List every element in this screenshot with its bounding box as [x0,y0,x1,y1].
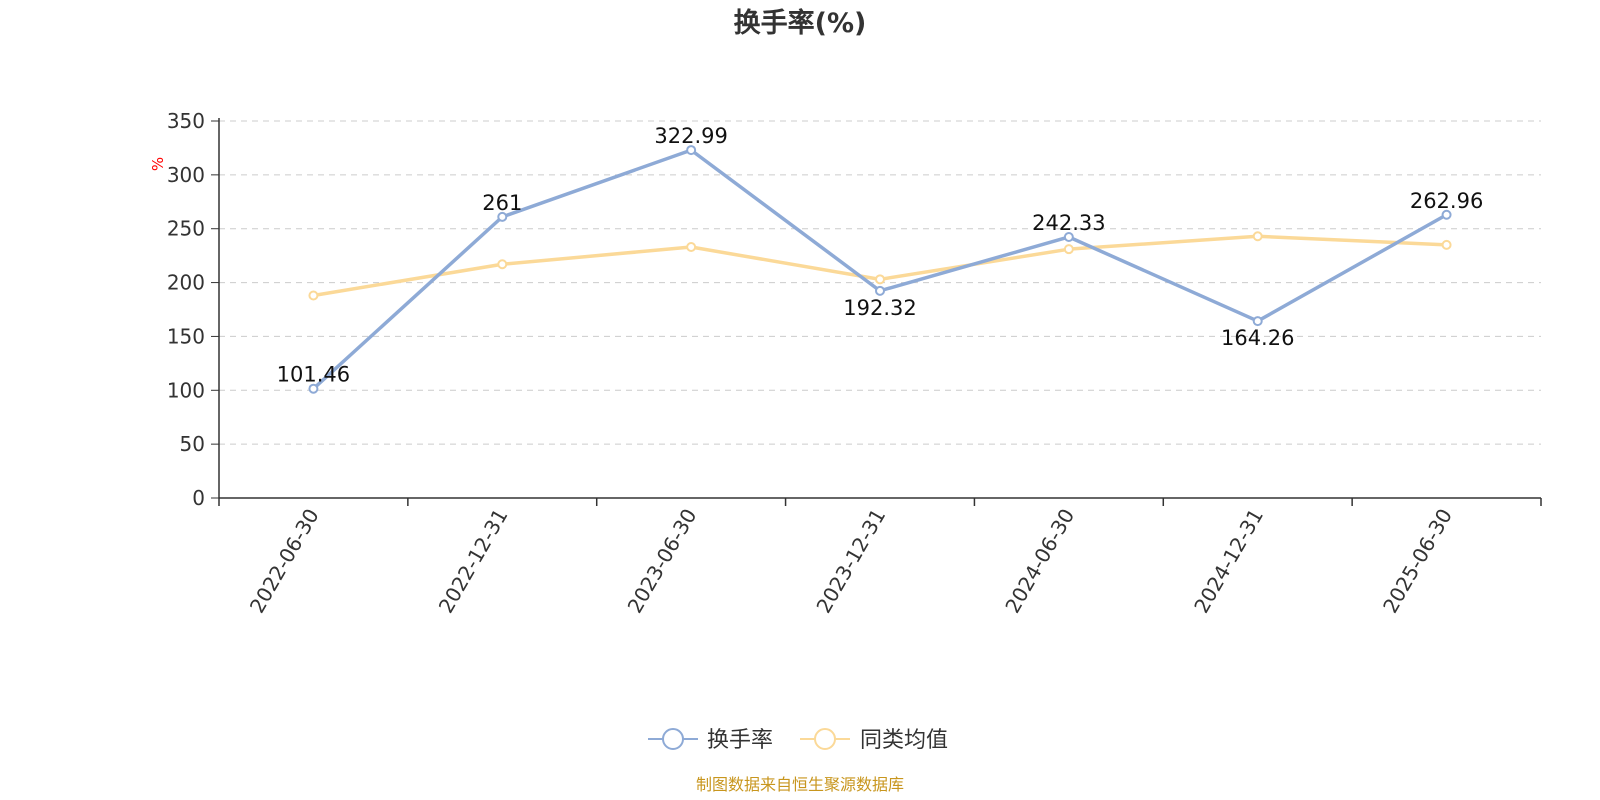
legend[interactable]: 换手率 同类均值 [648,728,948,753]
data-source-note: 制图数据来自恒生聚源数据库 [696,775,904,794]
series-0-point-6 [1441,209,1452,220]
data-label-2: 322.99 [654,124,727,148]
series-0-point-5 [1252,316,1263,327]
data-label-6: 262.96 [1410,189,1483,213]
series-1-point-0 [308,290,319,301]
data-label-1: 261 [482,191,522,215]
series-1-point-4 [1063,244,1074,255]
data-label-0: 101.46 [277,363,350,387]
series-0-point-0 [308,383,319,394]
x-tick-label-2022-12-31: 2022-12-31 [434,505,513,618]
x-tick-label-2022-06-30: 2022-06-30 [245,505,324,618]
x-tick-label-2023-12-31: 2023-12-31 [811,505,890,618]
x-tick-label-2024-06-30: 2024-06-30 [1000,505,1079,618]
x-tick-label-2025-06-30: 2025-06-30 [1378,505,1457,618]
series-1-point-3 [875,274,885,285]
data-label-3: 192.32 [843,296,916,320]
y-tick-label-100: 100 [167,378,205,402]
y-axis-unit: % [149,157,167,171]
y-tick-label-300: 300 [167,163,205,187]
series-0-point-4 [1063,231,1074,242]
y-tick-label-50: 50 [180,432,205,456]
series-1-point-6 [1441,239,1452,250]
series-1-point-5 [1252,231,1263,242]
series-0-point-1 [497,211,508,222]
chart-title: 换手率(%) [734,7,867,39]
x-tick-label-2024-12-31: 2024-12-31 [1189,505,1268,618]
series-1-point-2 [686,242,697,253]
series-1-point-1 [497,259,508,270]
x-tick-label-2023-06-30: 2023-06-30 [623,505,702,618]
y-tick-label-250: 250 [167,217,205,241]
series-0-point-2 [686,145,697,156]
y-tick-label-350: 350 [167,109,205,133]
grid-lines [219,120,1541,445]
data-labels: 101.46 261 322.99 192.32 242.33 164.26 262.96 [277,124,1484,387]
series-0-point-3 [875,285,885,296]
series-layer [308,145,1452,394]
series-line-0 [312,148,1448,391]
data-label-4: 242.33 [1032,211,1105,235]
legend-label-turnover: 换手率 [707,728,773,753]
legend-label-peer-average: 同类均值 [860,728,948,753]
legend-turnover-marker [662,728,684,750]
y-tick-label-0: 0 [192,486,205,510]
legend-item-turnover[interactable]: 换手率 [648,728,773,753]
y-tick-label-200: 200 [167,271,205,295]
y-tick-label-150: 150 [167,324,205,348]
data-label-5: 164.26 [1221,326,1294,350]
legend-item-peer-average[interactable]: 同类均值 [800,728,948,753]
axes: 0 50 100 150 200 250 300 350 2022-06-30 2022-12-3… [167,109,1542,618]
legend-peer-average-marker [814,728,836,750]
